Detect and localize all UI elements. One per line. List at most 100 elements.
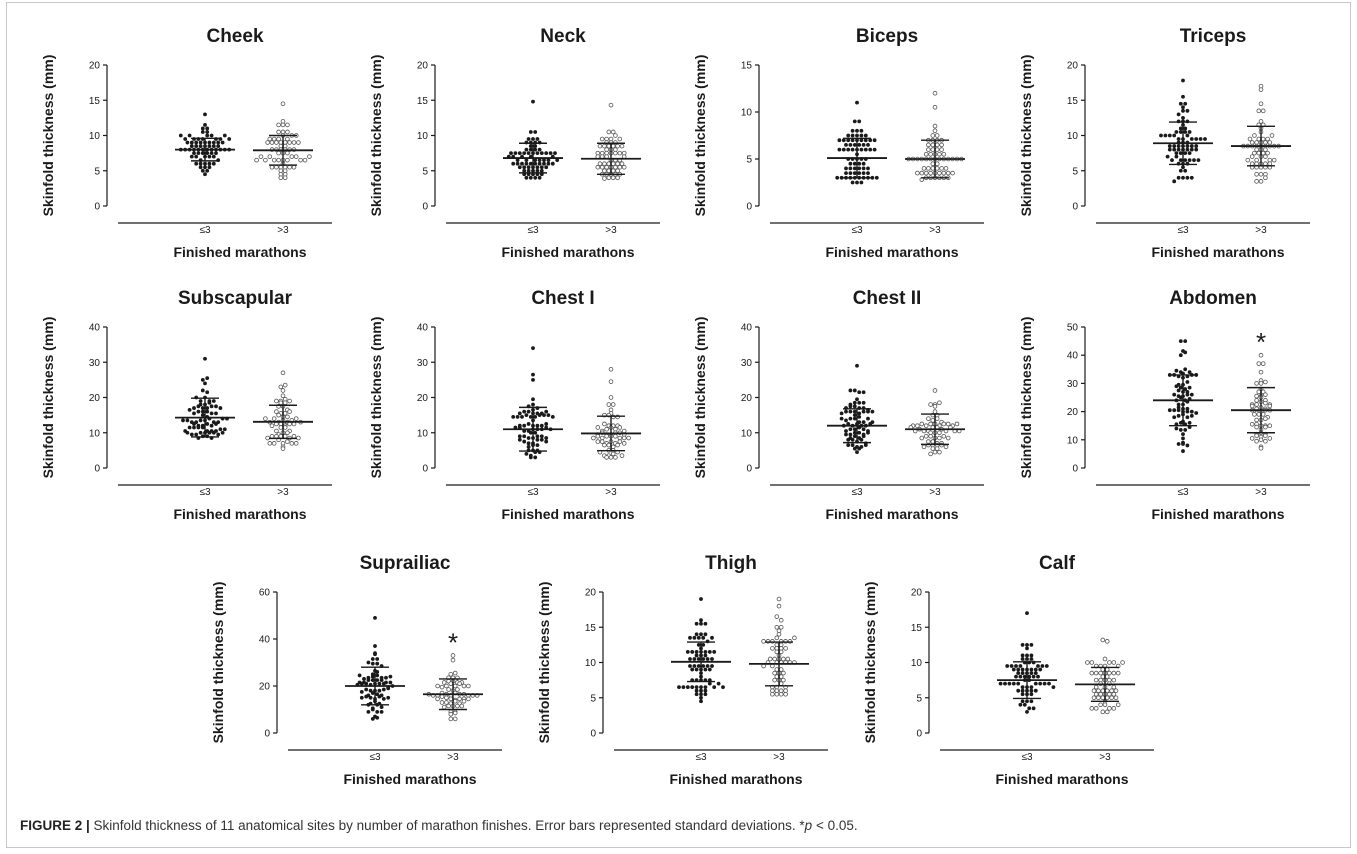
data-point bbox=[542, 161, 546, 166]
data-point bbox=[1249, 403, 1255, 409]
data-point bbox=[196, 409, 201, 414]
data-point bbox=[1185, 175, 1190, 180]
data-point bbox=[595, 439, 601, 444]
data-point bbox=[937, 170, 942, 176]
data-point bbox=[271, 416, 277, 421]
data-point bbox=[375, 709, 380, 714]
data-point bbox=[604, 455, 609, 460]
y-tick-label: 20 bbox=[417, 393, 429, 404]
data-point bbox=[937, 430, 942, 436]
data-point bbox=[537, 161, 542, 166]
data-point bbox=[200, 406, 205, 410]
data-point bbox=[274, 409, 279, 414]
x-tick-label: >3 bbox=[1255, 487, 1267, 498]
data-points-le3 bbox=[1167, 339, 1199, 453]
data-point bbox=[192, 151, 196, 156]
data-point bbox=[1025, 646, 1029, 651]
data-point bbox=[844, 432, 848, 437]
data-point bbox=[1093, 684, 1099, 690]
data-point bbox=[285, 122, 290, 128]
data-point bbox=[271, 157, 277, 163]
data-point bbox=[528, 430, 533, 435]
data-point bbox=[1176, 112, 1181, 117]
data-point bbox=[915, 423, 920, 429]
data-points-le3 bbox=[355, 615, 395, 721]
data-point bbox=[181, 418, 185, 423]
data-point bbox=[1260, 136, 1266, 142]
data-point bbox=[522, 439, 527, 444]
data-point bbox=[928, 402, 933, 407]
data-point bbox=[379, 678, 384, 683]
data-point bbox=[770, 646, 775, 651]
data-point bbox=[435, 683, 440, 689]
data-point bbox=[285, 430, 290, 436]
data-point bbox=[211, 399, 216, 403]
y-tick-label: 60 bbox=[259, 588, 271, 599]
data-point bbox=[861, 427, 866, 432]
data-point bbox=[1009, 664, 1014, 668]
data-point bbox=[703, 632, 708, 637]
data-point bbox=[615, 143, 620, 149]
y-tick-label: 10 bbox=[417, 428, 429, 439]
data-point bbox=[776, 632, 782, 637]
data-point bbox=[855, 100, 859, 105]
data-point bbox=[617, 164, 623, 170]
data-point bbox=[848, 171, 853, 176]
data-point bbox=[293, 154, 299, 159]
y-axis-label: Skinfold thickness (mm) bbox=[1018, 317, 1034, 479]
data-point bbox=[448, 681, 454, 686]
data-point bbox=[203, 381, 207, 386]
data-point bbox=[200, 126, 205, 131]
data-point bbox=[859, 437, 864, 442]
data-point bbox=[1263, 438, 1268, 444]
data-point bbox=[1020, 667, 1025, 672]
data-point bbox=[855, 180, 859, 185]
data-point bbox=[778, 674, 784, 679]
y-tick-label: 5 bbox=[590, 693, 596, 704]
data-point bbox=[619, 453, 625, 458]
data-point bbox=[192, 411, 196, 416]
data-point bbox=[531, 397, 535, 402]
data-point bbox=[194, 432, 199, 437]
data-point bbox=[1183, 350, 1188, 355]
data-point bbox=[357, 673, 362, 678]
data-point bbox=[606, 442, 612, 448]
data-point bbox=[452, 710, 458, 716]
data-point bbox=[1198, 137, 1203, 141]
data-point bbox=[835, 175, 840, 180]
data-point bbox=[207, 140, 212, 145]
data-points-le3 bbox=[835, 100, 879, 185]
data-point bbox=[1183, 339, 1188, 343]
data-point bbox=[1029, 671, 1034, 675]
data-point bbox=[608, 455, 614, 460]
y-tick-label: 10 bbox=[585, 658, 597, 669]
data-point bbox=[604, 426, 609, 432]
data-point bbox=[1203, 137, 1207, 141]
data-point bbox=[602, 442, 607, 448]
data-point bbox=[694, 667, 699, 672]
data-point bbox=[517, 151, 522, 156]
data-point bbox=[537, 158, 542, 163]
data-point bbox=[198, 161, 203, 166]
data-point bbox=[1163, 133, 1168, 138]
data-point bbox=[1252, 150, 1257, 156]
data-point bbox=[848, 427, 853, 432]
data-point bbox=[1260, 361, 1266, 366]
data-point bbox=[1044, 664, 1049, 668]
data-point bbox=[1167, 133, 1172, 138]
y-tick-label: 0 bbox=[1072, 464, 1078, 475]
data-point bbox=[710, 635, 714, 640]
x-axis-label: Finished marathons bbox=[343, 771, 476, 787]
data-point bbox=[375, 661, 380, 666]
data-point bbox=[861, 434, 866, 439]
data-point bbox=[1181, 175, 1185, 180]
data-point bbox=[1183, 130, 1188, 134]
data-point bbox=[934, 133, 940, 138]
data-point bbox=[285, 136, 290, 142]
data-point bbox=[841, 147, 846, 152]
y-tick-label: 20 bbox=[259, 682, 271, 693]
data-point bbox=[850, 443, 855, 447]
x-axis-label: Finished marathons bbox=[825, 244, 958, 260]
data-point bbox=[194, 140, 199, 145]
data-point bbox=[781, 677, 786, 683]
